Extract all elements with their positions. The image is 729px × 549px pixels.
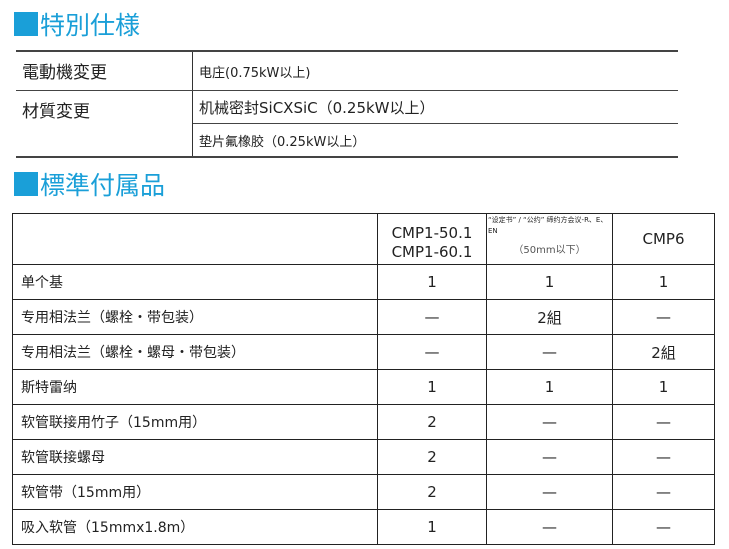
item-qty: 2 xyxy=(377,404,487,440)
table-row: 垫片氟橡胶（0.25kW以上） xyxy=(16,124,678,158)
heading-text: 標準付属品 xyxy=(40,171,166,200)
item-qty: — xyxy=(377,334,487,370)
table-row: 吸入软管（15mmx1.8m） 1— — xyxy=(12,509,715,545)
item-qty: 2 xyxy=(377,474,487,510)
item-qty: — xyxy=(612,474,715,510)
row-label: 電動機変更 xyxy=(16,51,193,91)
table-row: 软管联接用竹子（15mm用） 2— — xyxy=(12,404,715,440)
header-col2-text: “设定书” / “公约” 缔约方会议-R、E、EN xyxy=(488,216,608,235)
item-name: 吸入软管（15mmx1.8m） xyxy=(12,509,378,545)
item-qty: — xyxy=(377,299,487,335)
table-row: 专用相法兰（螺栓・螺母・带包装） — —2組 xyxy=(12,334,715,370)
square-bullet-icon xyxy=(14,172,38,196)
header-col2: “设定书” / “公约” 缔约方会议-R、E、EN （50mm以下） xyxy=(486,213,613,265)
row-value: 机械密封SiCXSiC（0.25kW以上） xyxy=(192,90,678,124)
table-row: 软管联接螺母 2— — xyxy=(12,439,715,475)
header-col2-sub: （50mm以下） xyxy=(513,245,586,256)
special-spec-heading: 特別仕様 xyxy=(14,6,140,42)
special-spec-table: 電動機変更 电庄(0.75kW以上) 材質変更 机械密封SiCXSiC（0.25kW… xyxy=(16,50,678,158)
item-name: 斯特雷纳 xyxy=(12,369,378,405)
item-qty: 2組 xyxy=(486,299,613,335)
item-qty: — xyxy=(612,509,715,545)
item-name: 软管联接螺母 xyxy=(12,439,378,475)
item-qty: 1 xyxy=(486,369,613,405)
accessories-heading: 標準付属品 xyxy=(14,166,165,202)
item-qty: — xyxy=(486,509,613,545)
item-qty: 2 xyxy=(377,439,487,475)
heading-text: 特別仕様 xyxy=(40,11,141,40)
item-qty: 1 xyxy=(377,264,487,300)
item-qty: 1 xyxy=(486,264,613,300)
item-qty: — xyxy=(612,299,715,335)
header-row: CMP1-50.1 CMP1-60.1 “设定书” / “公约” 缔约方会议-R… xyxy=(12,213,715,265)
table-row: 斯特雷纳 1 1 1 xyxy=(12,369,715,405)
item-qty: — xyxy=(612,439,715,475)
item-qty: — xyxy=(486,439,613,475)
item-qty: 1 xyxy=(612,264,715,300)
table-row: 電動機変更 电庄(0.75kW以上) xyxy=(16,51,678,91)
item-name: 软管带（15mm用） xyxy=(12,474,378,510)
item-name: 软管联接用竹子（15mm用） xyxy=(12,404,378,440)
row-label: 材質変更 xyxy=(16,90,193,157)
item-qty: — xyxy=(486,404,613,440)
item-qty: 1 xyxy=(612,369,715,405)
item-qty: 1 xyxy=(377,509,487,545)
table-row: 软管带（15mm用） 2— — xyxy=(12,474,715,510)
item-name: 单个基 xyxy=(12,264,378,300)
row-value: 电庄(0.75kW以上) xyxy=(192,51,678,91)
item-qty: — xyxy=(612,404,715,440)
accessories-table: CMP1-50.1 CMP1-60.1 “设定书” / “公约” 缔约方会议-R… xyxy=(12,213,715,545)
table-row: 单个基 1 1 1 xyxy=(12,264,715,300)
item-name: 专用相法兰（螺栓・螺母・带包装） xyxy=(12,334,378,370)
item-name: 专用相法兰（螺栓・带包装） xyxy=(12,299,378,335)
table-row: 材質変更 机械密封SiCXSiC（0.25kW以上） xyxy=(16,90,678,157)
item-qty: — xyxy=(486,334,613,370)
square-bullet-icon xyxy=(14,12,38,36)
header-cmp6: CMP6 xyxy=(612,213,715,265)
item-qty: 1 xyxy=(377,369,487,405)
item-qty: 2組 xyxy=(612,334,715,370)
header-empty xyxy=(12,213,378,265)
item-qty: — xyxy=(486,474,613,510)
row-value: 垫片氟橡胶（0.25kW以上） xyxy=(199,134,366,150)
table-row: 专用相法兰（螺栓・带包装） —2組 — xyxy=(12,299,715,335)
header-cmp1: CMP1-50.1 CMP1-60.1 xyxy=(377,213,487,265)
